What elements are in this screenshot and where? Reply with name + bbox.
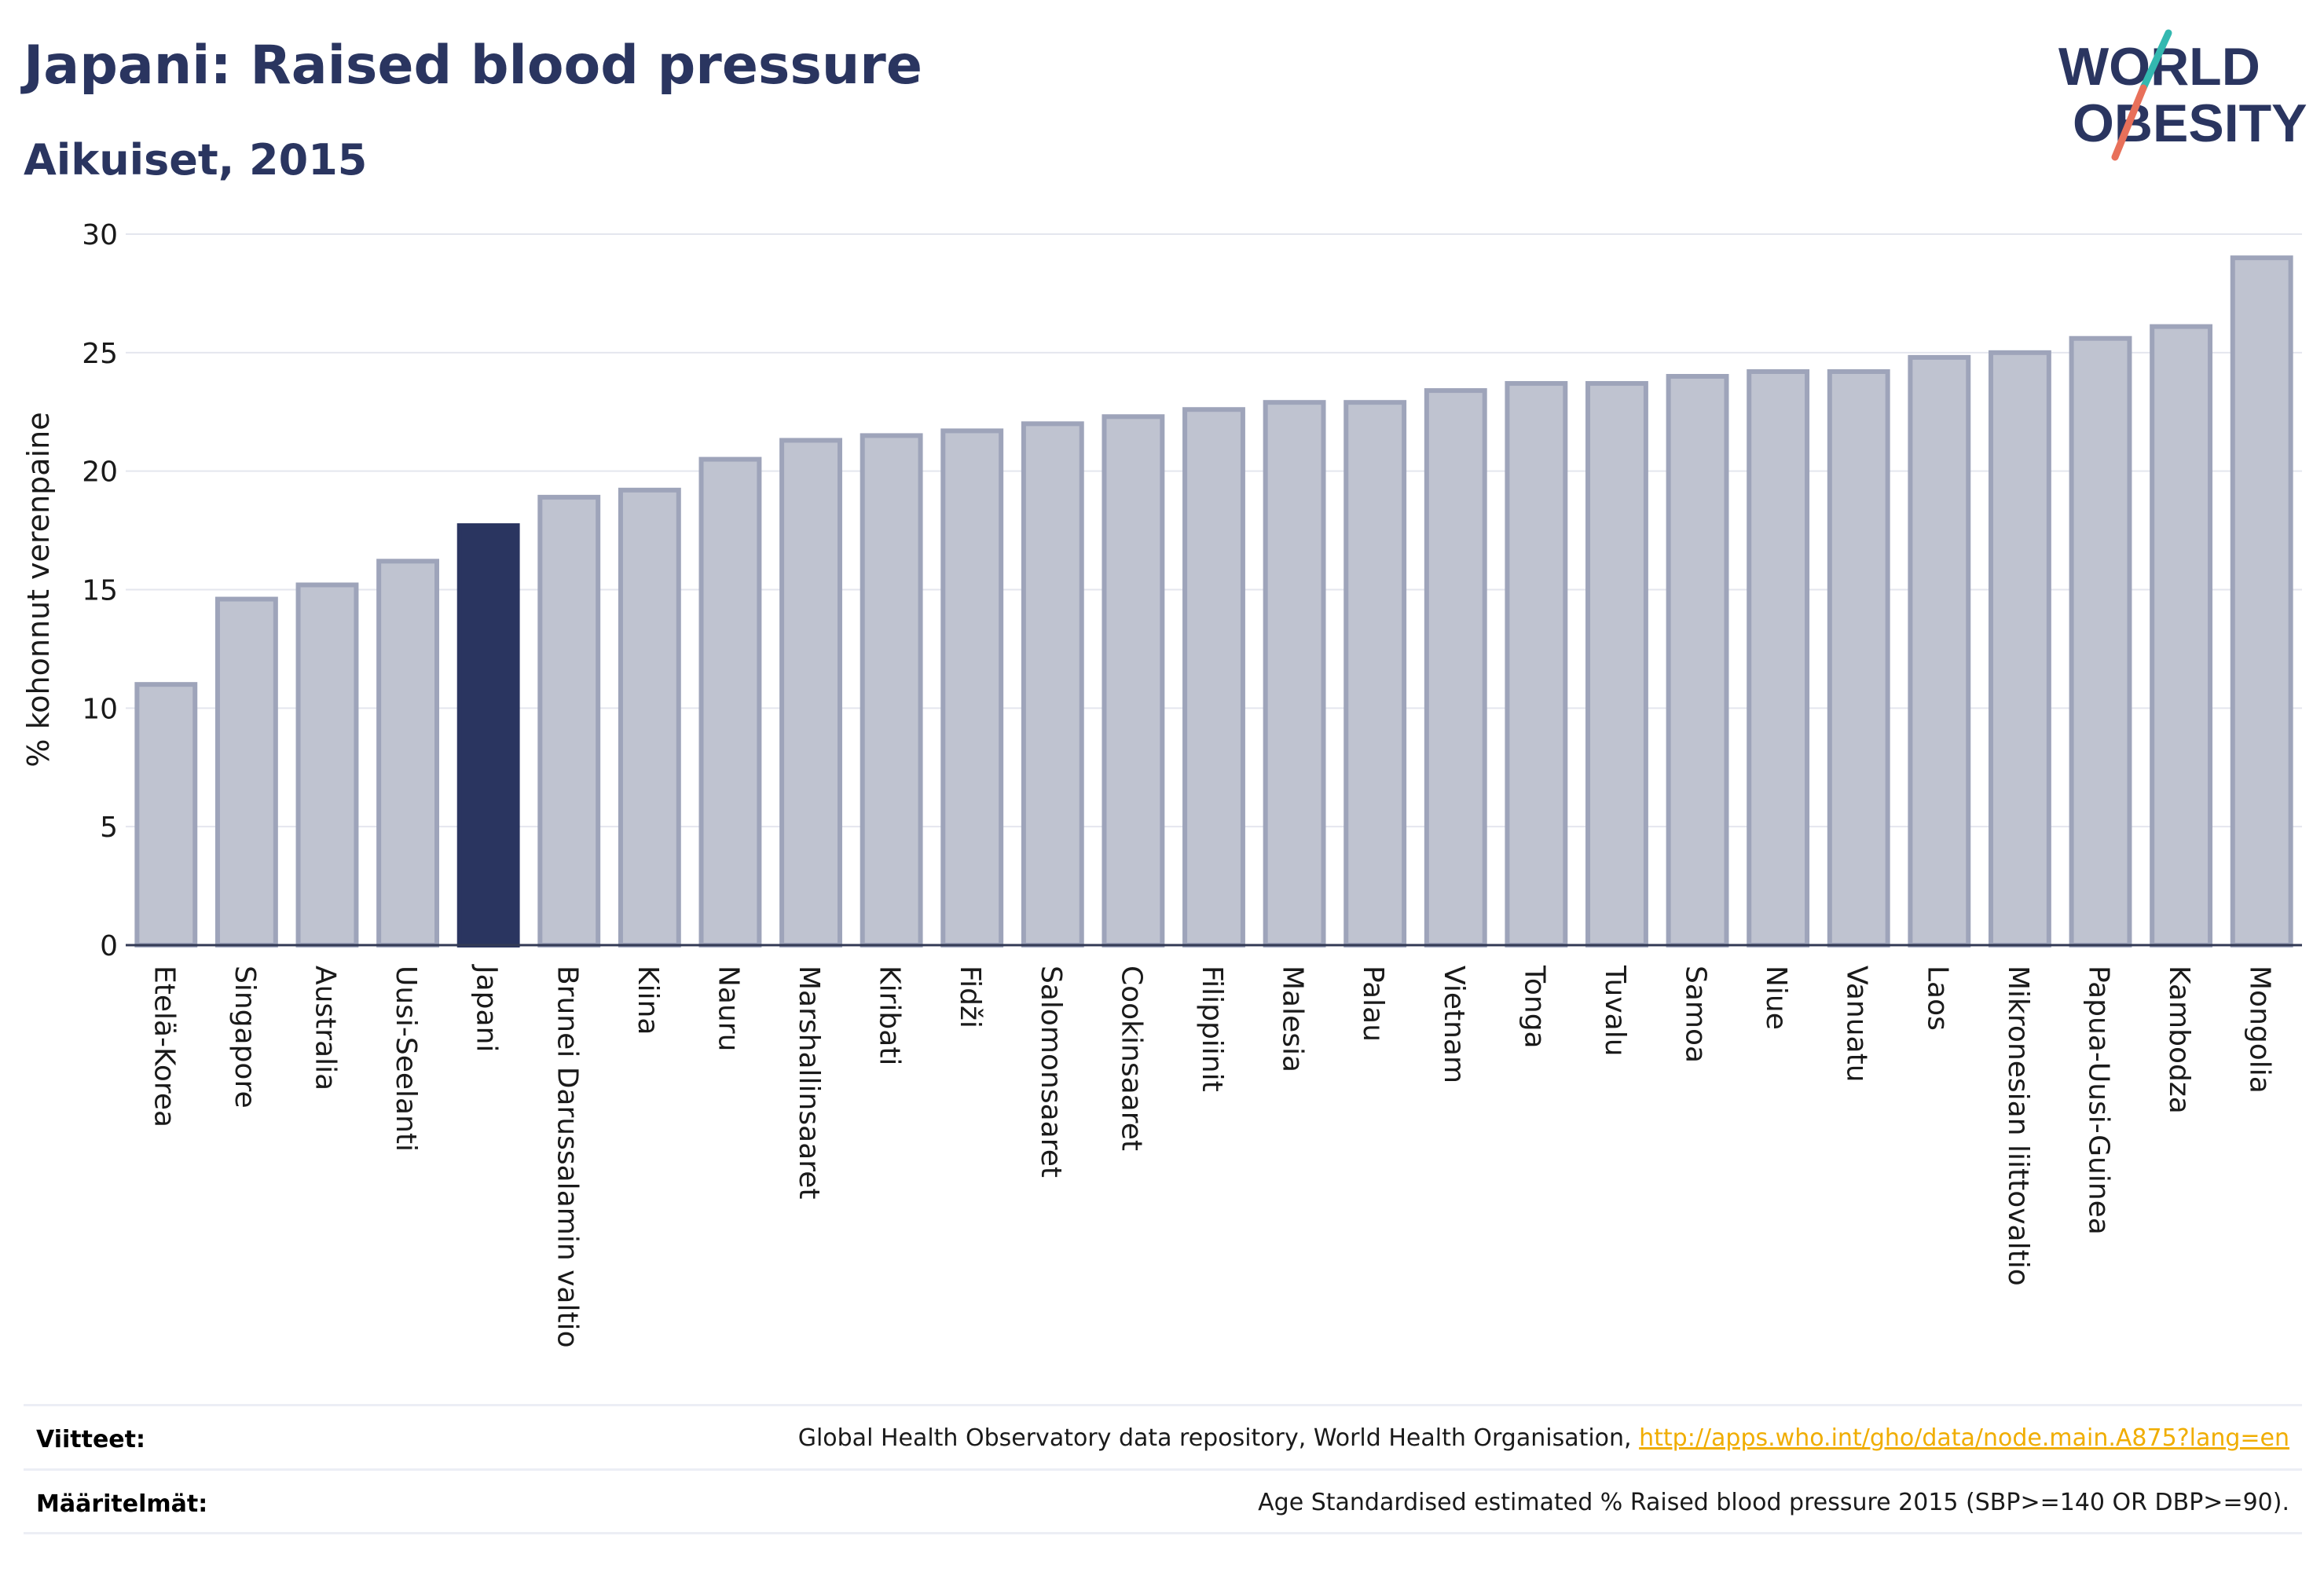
- world-obesity-logo: WORLD OBESITY: [2058, 29, 2308, 161]
- bar-japani[interactable]: [456, 523, 520, 947]
- bar-vanuatu[interactable]: [1827, 368, 1890, 947]
- chart-title: Japani: Raised blood pressure: [24, 35, 922, 97]
- bar-tuvalu[interactable]: [1585, 381, 1648, 947]
- x-tick-label: Etelä-Korea: [148, 966, 180, 1127]
- x-tick-label: Tonga: [1518, 965, 1550, 1049]
- bar-mongolia[interactable]: [2230, 255, 2293, 947]
- chart-subtitle: Aikuiset, 2015: [24, 135, 368, 185]
- footer-divider-top: [24, 1404, 2302, 1406]
- x-tick-label: Laos: [1921, 966, 1953, 1031]
- bars: [134, 255, 2293, 948]
- x-tick-label: Mikronesian liittovaltio: [2002, 966, 2034, 1286]
- x-tick-label: Uusi-Seelanti: [390, 966, 422, 1152]
- x-tick-label: Papua-Uusi-Guinea: [2083, 966, 2115, 1235]
- bar-palau[interactable]: [1343, 400, 1407, 947]
- bar-kiina[interactable]: [618, 487, 681, 947]
- bar-cookinsaaret[interactable]: [1102, 414, 1165, 947]
- bar-filippiinit[interactable]: [1182, 407, 1245, 947]
- y-tick-label: 20: [82, 456, 118, 489]
- x-tick-label: Niue: [1760, 966, 1792, 1030]
- x-tick-label: Kambodza: [2163, 966, 2195, 1114]
- x-tick-label: Marshallinsaaret: [793, 966, 825, 1200]
- y-tick-label: 25: [82, 338, 118, 370]
- x-tick-label: Salomonsaaret: [1035, 966, 1067, 1178]
- x-tick-label: Vietnam: [1438, 966, 1470, 1083]
- definitions-label: Määritelmät:: [36, 1490, 208, 1518]
- x-tick-label: Malesia: [1277, 966, 1309, 1072]
- y-tick-label: 5: [100, 812, 118, 844]
- x-axis-labels: Etelä-Korea Singapore Australia Uusi-Seelan…: [148, 964, 2275, 1348]
- bar-samoa[interactable]: [1666, 374, 1729, 947]
- x-tick-label: Filippiinit: [1196, 966, 1228, 1092]
- references-source: Global Health Observatory data repositor…: [797, 1424, 1632, 1452]
- logo-slash-teal: [2139, 29, 2172, 92]
- bar-vietnam[interactable]: [1424, 388, 1487, 948]
- x-tick-label: Samoa: [1680, 966, 1712, 1063]
- x-tick-label: Kiribati: [874, 966, 906, 1065]
- bar-fidži[interactable]: [940, 428, 1004, 947]
- bar-singapore[interactable]: [214, 596, 278, 947]
- bar-chart: 0 5 10 15 20 25 30 Etelä-Korea Singapore Austral…: [21, 219, 2302, 1348]
- bar-nauru[interactable]: [698, 456, 762, 947]
- bar-australia[interactable]: [295, 582, 359, 947]
- logo-slash-coral: [2111, 84, 2147, 161]
- x-tick-label: Vanuatu: [1841, 966, 1873, 1083]
- bar-papua-uusi-guinea[interactable]: [2069, 335, 2132, 947]
- bar-mikronesian-liittovaltio[interactable]: [1988, 350, 2051, 948]
- footer-divider-bottom: [24, 1532, 2302, 1534]
- x-tick-label: Palau: [1357, 966, 1389, 1042]
- x-tick-label: Japani: [471, 964, 503, 1052]
- x-tick-label: Kiina: [632, 966, 664, 1035]
- bar-tonga[interactable]: [1505, 381, 1568, 947]
- x-tick-label: Brunei Darussalamin valtio: [551, 966, 583, 1348]
- x-tick-label: Fidži: [954, 966, 986, 1028]
- y-tick-label: 0: [100, 930, 118, 962]
- x-tick-label: Mongolia: [2244, 966, 2276, 1094]
- bar-kambodza[interactable]: [2150, 324, 2213, 947]
- logo-word-obesity: OBESITY: [2073, 93, 2308, 153]
- bar-malesia[interactable]: [1263, 400, 1326, 947]
- bar-uusi-seelanti[interactable]: [376, 559, 440, 947]
- y-axis-title: % kohonnut verenpaine: [21, 412, 56, 767]
- bar-kiribati[interactable]: [860, 433, 923, 947]
- bar-brunei-darussalamin-valtio[interactable]: [537, 494, 601, 947]
- references-link[interactable]: http://apps.who.int/gho/data/node.main.A…: [1639, 1424, 2289, 1452]
- y-axis-ticks: 0 5 10 15 20 25 30: [82, 219, 118, 962]
- x-tick-label: Australia: [309, 966, 341, 1090]
- footer-divider-middle: [24, 1468, 2302, 1471]
- x-tick-label: Nauru: [712, 966, 744, 1051]
- bar-niue[interactable]: [1747, 368, 1810, 947]
- y-tick-label: 15: [82, 575, 118, 607]
- bar-laos[interactable]: [1908, 354, 1971, 948]
- references-label: Viitteet:: [36, 1426, 145, 1453]
- y-tick-label: 30: [82, 219, 118, 251]
- x-tick-label: Cookinsaaret: [1115, 966, 1147, 1151]
- x-tick-label: Tuvalu: [1599, 965, 1631, 1057]
- references-text: Global Health Observatory data repositor…: [798, 1424, 2289, 1452]
- bar-marshallinsaaret[interactable]: [779, 438, 842, 947]
- definitions-text: Age Standardised estimated % Raised bloo…: [1258, 1489, 2289, 1516]
- bar-etelä-korea[interactable]: [134, 682, 198, 948]
- y-tick-label: 10: [82, 693, 118, 725]
- bar-salomonsaaret[interactable]: [1021, 421, 1084, 947]
- x-tick-label: Singapore: [229, 966, 261, 1109]
